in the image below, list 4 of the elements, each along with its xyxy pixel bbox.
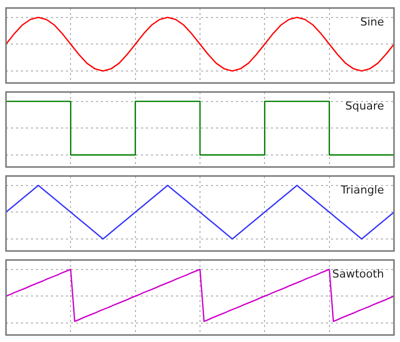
chart-title: Sine [360,15,384,28]
chart-title: Triangle [340,183,384,196]
chart-title: Square [345,99,384,112]
chart-title: Sawtooth [332,267,384,280]
